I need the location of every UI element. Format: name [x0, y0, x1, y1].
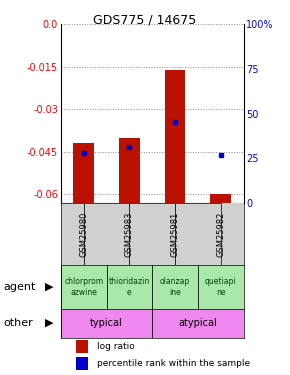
Text: log ratio: log ratio [97, 342, 135, 351]
FancyBboxPatch shape [38, 202, 84, 265]
Bar [211, 194, 231, 202]
Text: thioridazin
e: thioridazin e [109, 277, 150, 297]
Text: GSM25982: GSM25982 [216, 211, 225, 256]
Bar [75, 357, 88, 370]
FancyBboxPatch shape [152, 309, 244, 338]
FancyBboxPatch shape [152, 265, 198, 309]
Text: typical: typical [90, 318, 123, 328]
Text: GSM25981: GSM25981 [171, 211, 180, 256]
Text: GSM25980: GSM25980 [79, 211, 88, 256]
FancyBboxPatch shape [61, 309, 152, 338]
FancyBboxPatch shape [106, 265, 152, 309]
Bar [119, 138, 140, 202]
FancyBboxPatch shape [175, 202, 221, 265]
FancyBboxPatch shape [84, 202, 129, 265]
Text: other: other [3, 318, 33, 328]
Text: ▶: ▶ [45, 282, 53, 292]
FancyBboxPatch shape [61, 265, 106, 309]
Text: olanzap
ine: olanzap ine [160, 277, 190, 297]
Text: chlorprom
azwine: chlorprom azwine [64, 277, 103, 297]
Text: ▶: ▶ [45, 318, 53, 328]
FancyBboxPatch shape [129, 202, 175, 265]
Text: quetiapi
ne: quetiapi ne [205, 277, 237, 297]
FancyBboxPatch shape [198, 265, 244, 309]
Text: GDS775 / 14675: GDS775 / 14675 [93, 13, 197, 26]
Bar [75, 340, 88, 353]
Bar [165, 70, 185, 202]
Text: percentile rank within the sample: percentile rank within the sample [97, 358, 251, 368]
Bar [73, 143, 94, 202]
Text: GSM25983: GSM25983 [125, 211, 134, 257]
Text: agent: agent [3, 282, 35, 292]
Text: atypical: atypical [179, 318, 217, 328]
